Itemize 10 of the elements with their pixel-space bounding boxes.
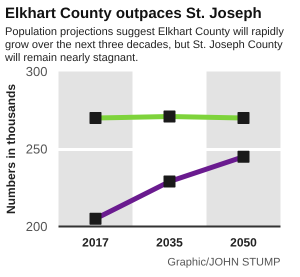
chart-subtitle: Population projections suggest Elkhart County will rapidly grow over the next three decades, but St. Joseph County will remain nearly stagnant.: [5, 26, 285, 66]
x-tick-label: 2017: [82, 236, 110, 250]
chart-title: Elkhart County outpaces St. Joseph: [5, 4, 262, 24]
x-tick-label: 2035: [156, 236, 184, 250]
y-tick-label: 250: [26, 142, 48, 157]
x-tick-label: 2050: [230, 236, 258, 250]
y-axis-title: Numbers in thousands: [4, 84, 18, 214]
y-tick-label: 200: [26, 219, 48, 234]
text: Graphic/JOHN STUMP: [167, 256, 281, 269]
y-tick-label: 300: [26, 64, 48, 80]
